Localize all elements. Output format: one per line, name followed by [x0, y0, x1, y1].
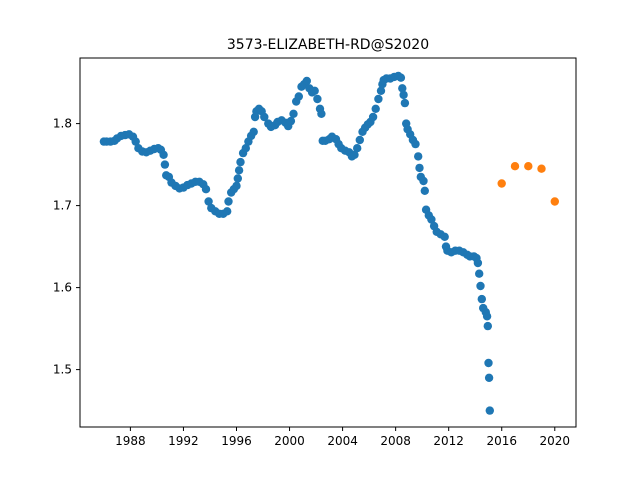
series-1-point	[160, 160, 170, 169]
chart-title: 3573-ELIZABETH-RD@S2020	[227, 37, 429, 53]
series-1-point	[310, 86, 319, 96]
x-tick-label: 1992	[168, 434, 199, 448]
series-1-point	[368, 112, 378, 122]
x-tick-label: 1996	[221, 434, 252, 448]
x-tick-label: 2004	[327, 434, 358, 448]
series-1-point	[420, 186, 429, 195]
series-1-point	[484, 358, 493, 368]
series-1-point	[234, 166, 244, 175]
plot-frame	[79, 57, 577, 428]
series-1-point	[476, 281, 485, 291]
y-tick-label: 1.8	[53, 117, 72, 131]
series-1-point	[419, 176, 428, 186]
x-tick-label: 2012	[433, 434, 464, 448]
series-2-point	[510, 162, 520, 171]
series-1-point	[294, 92, 303, 101]
series-1-point	[204, 197, 213, 206]
series-1-point	[313, 94, 322, 104]
series-1-point	[477, 294, 486, 304]
series-1-point	[440, 232, 449, 241]
series-1-point	[289, 109, 298, 119]
series-1-point	[131, 137, 140, 146]
y-tick-label: 1.5	[53, 363, 72, 377]
plot-points	[99, 71, 559, 415]
y-tick-label: 1.7	[53, 199, 72, 213]
series-1-point	[241, 144, 250, 153]
series-1-point	[374, 94, 383, 104]
series-1-point	[376, 86, 386, 96]
y-axis-ticks: 1.5 1.6 1.7 1.8	[53, 117, 80, 377]
x-tick-label: 1988	[115, 434, 146, 448]
series-1-point	[233, 174, 242, 183]
series-1-point	[411, 139, 420, 149]
series-1-point	[414, 152, 423, 161]
series-1-point	[396, 73, 406, 82]
series-1-point	[223, 207, 232, 216]
series-1-point	[249, 127, 258, 136]
series-1-point	[286, 116, 296, 126]
series-1-point	[482, 312, 492, 321]
series-1-point	[485, 406, 494, 415]
series-1-point	[399, 90, 408, 100]
series-1-point	[201, 185, 211, 194]
series-1-point	[159, 150, 168, 159]
series-2-point	[524, 162, 533, 171]
series-1-point	[371, 104, 380, 114]
series-1-point	[427, 215, 436, 224]
series-1-point	[400, 98, 410, 108]
series-1-point	[483, 321, 492, 331]
series-1-point	[475, 269, 484, 278]
series-1-point	[353, 144, 362, 153]
series-2-point	[537, 164, 546, 173]
series-1-point	[415, 163, 424, 173]
x-tick-label: 2020	[540, 434, 571, 448]
series-1-point	[232, 181, 241, 191]
series-1-point	[236, 157, 245, 167]
series-1-point	[317, 109, 326, 119]
x-tick-label: 2000	[274, 434, 305, 448]
series-1-point	[398, 84, 407, 93]
series-1-point	[355, 135, 364, 145]
y-tick-label: 1.6	[53, 281, 72, 295]
x-tick-label: 2008	[380, 434, 411, 448]
series-2-point	[550, 197, 559, 206]
series-1-point	[224, 197, 233, 206]
series-2-point	[497, 179, 506, 188]
x-axis-ticks: 1988 1992 1996 2000 2004 2008 2012 2016 2020	[115, 427, 570, 448]
series-1-point	[473, 258, 483, 268]
series-1-point	[350, 150, 359, 159]
x-tick-label: 2016	[486, 434, 517, 448]
series-1-point	[260, 112, 269, 122]
series-1-point	[302, 76, 311, 86]
series-1-point	[484, 373, 494, 382]
